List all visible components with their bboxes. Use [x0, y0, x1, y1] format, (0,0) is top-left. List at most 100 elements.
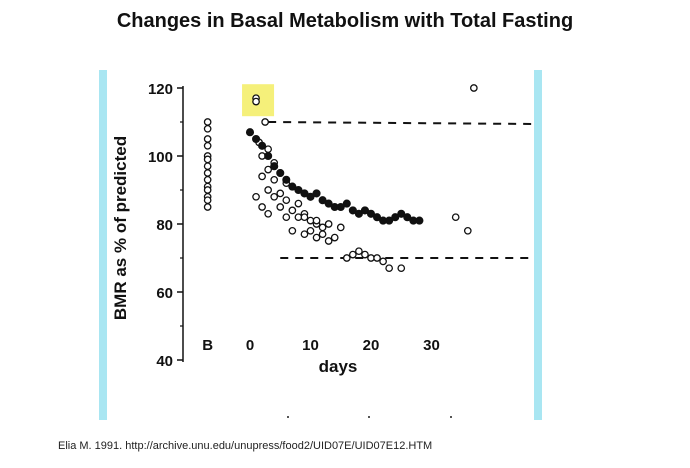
data-point-filled: [306, 192, 315, 201]
data-point-open: [203, 141, 212, 150]
data-point-filled: [276, 168, 285, 178]
data-point-open: [342, 254, 351, 262]
data-points: [203, 84, 478, 273]
data-point-open: [294, 199, 303, 208]
data-point-open: [330, 233, 339, 242]
data-point-filled: [415, 216, 424, 225]
data-point-open: [203, 196, 212, 205]
data-point-open: [264, 186, 272, 194]
x-tick-label: 10: [302, 337, 319, 354]
data-point-open: [300, 213, 309, 222]
data-point-open: [261, 118, 269, 126]
data-point-open: [312, 233, 321, 242]
bottom-mark: [450, 416, 452, 418]
data-point-open: [264, 209, 272, 218]
frame-lines: [99, 70, 542, 420]
data-point-filled: [360, 206, 370, 215]
data-point-filled: [264, 151, 273, 161]
data-point-filled: [318, 196, 327, 205]
data-point-open: [469, 84, 478, 92]
data-point-open: [385, 264, 393, 273]
data-point-open: [203, 118, 212, 126]
axes: [177, 86, 184, 362]
data-point-filled: [312, 189, 321, 198]
data-point-filled: [251, 134, 261, 144]
data-point-open: [276, 203, 285, 211]
data-point-filled: [397, 209, 406, 218]
chart-title: Changes in Basal Metabolism with Total F…: [116, 10, 574, 32]
x-tick-label: B: [202, 337, 213, 354]
data-point-open: [203, 155, 212, 164]
x-tick-label: 20: [363, 337, 380, 354]
data-point-open: [276, 189, 285, 198]
data-point-open: [318, 230, 327, 239]
data-point-open: [361, 250, 369, 259]
data-point-open: [270, 175, 279, 184]
reference-lines: [268, 121, 535, 259]
data-point-open: [282, 196, 291, 205]
data-point-open: [324, 237, 333, 245]
data-point-open: [203, 169, 212, 177]
data-point-open: [348, 250, 357, 259]
reference-line-upper: [268, 121, 535, 125]
data-point-filled: [348, 206, 357, 215]
y-tick-label: 40: [156, 353, 173, 370]
data-point-open: [203, 162, 212, 171]
data-point-open: [270, 192, 279, 201]
data-point-open: [379, 257, 387, 266]
data-point-filled: [391, 213, 400, 222]
y-tick-label: 100: [148, 149, 173, 166]
data-point-open: [258, 203, 266, 211]
frame-right-bar: [534, 70, 542, 420]
data-point-filled: [288, 182, 297, 191]
y-tick-label: 80: [156, 217, 173, 234]
data-point-filled: [282, 175, 291, 184]
data-point-open: [373, 254, 381, 262]
data-point-open: [258, 172, 266, 181]
data-point-open: [203, 186, 212, 194]
data-point-filled: [354, 209, 363, 218]
y-axis-label: BMR as % of predicted: [111, 136, 130, 320]
x-axis-label: days: [319, 357, 358, 376]
x-tick-label: 0: [246, 337, 254, 354]
bottom-mark: [368, 416, 370, 418]
data-point-filled: [366, 209, 376, 218]
data-point-filled: [372, 213, 382, 222]
data-point-filled: [258, 141, 267, 150]
data-point-filled: [324, 199, 333, 208]
data-point-open: [312, 216, 321, 225]
citation: Elia M. 1991. http://archive.unu.edu/unu…: [58, 440, 433, 452]
data-point-open: [306, 226, 315, 235]
data-point-filled: [336, 202, 345, 212]
data-point-open: [324, 220, 333, 228]
data-point-filled: [385, 216, 394, 225]
x-tick-label: 30: [423, 337, 440, 354]
data-point-filled: [245, 128, 255, 137]
data-point-filled: [270, 162, 279, 171]
data-point-open: [203, 203, 212, 211]
tick-labels: 40 60 80 100 120 B 0 10 20 30: [148, 81, 440, 370]
data-point-open: [318, 223, 327, 232]
bottom-mark: [287, 416, 289, 418]
data-point-open: [252, 192, 260, 201]
data-point-filled: [403, 213, 412, 222]
data-point-open: [264, 165, 272, 174]
data-point-open: [397, 264, 406, 273]
data-point-open: [203, 124, 212, 133]
frame-left-bar: [99, 70, 107, 420]
data-point-open: [300, 230, 309, 239]
data-point-open: [463, 226, 472, 235]
data-point-open: [203, 135, 212, 143]
data-point-open: [451, 213, 460, 222]
data-point-open: [282, 213, 291, 222]
data-point-open: [288, 206, 297, 215]
data-point-open: [203, 175, 212, 184]
y-tick-label: 60: [156, 285, 173, 302]
y-tick-label: 120: [148, 81, 173, 98]
data-point-open: [355, 247, 363, 256]
data-point-filled: [300, 189, 309, 198]
data-point-open: [336, 223, 345, 232]
data-point-filled: [294, 185, 303, 195]
data-point-open: [252, 97, 260, 106]
